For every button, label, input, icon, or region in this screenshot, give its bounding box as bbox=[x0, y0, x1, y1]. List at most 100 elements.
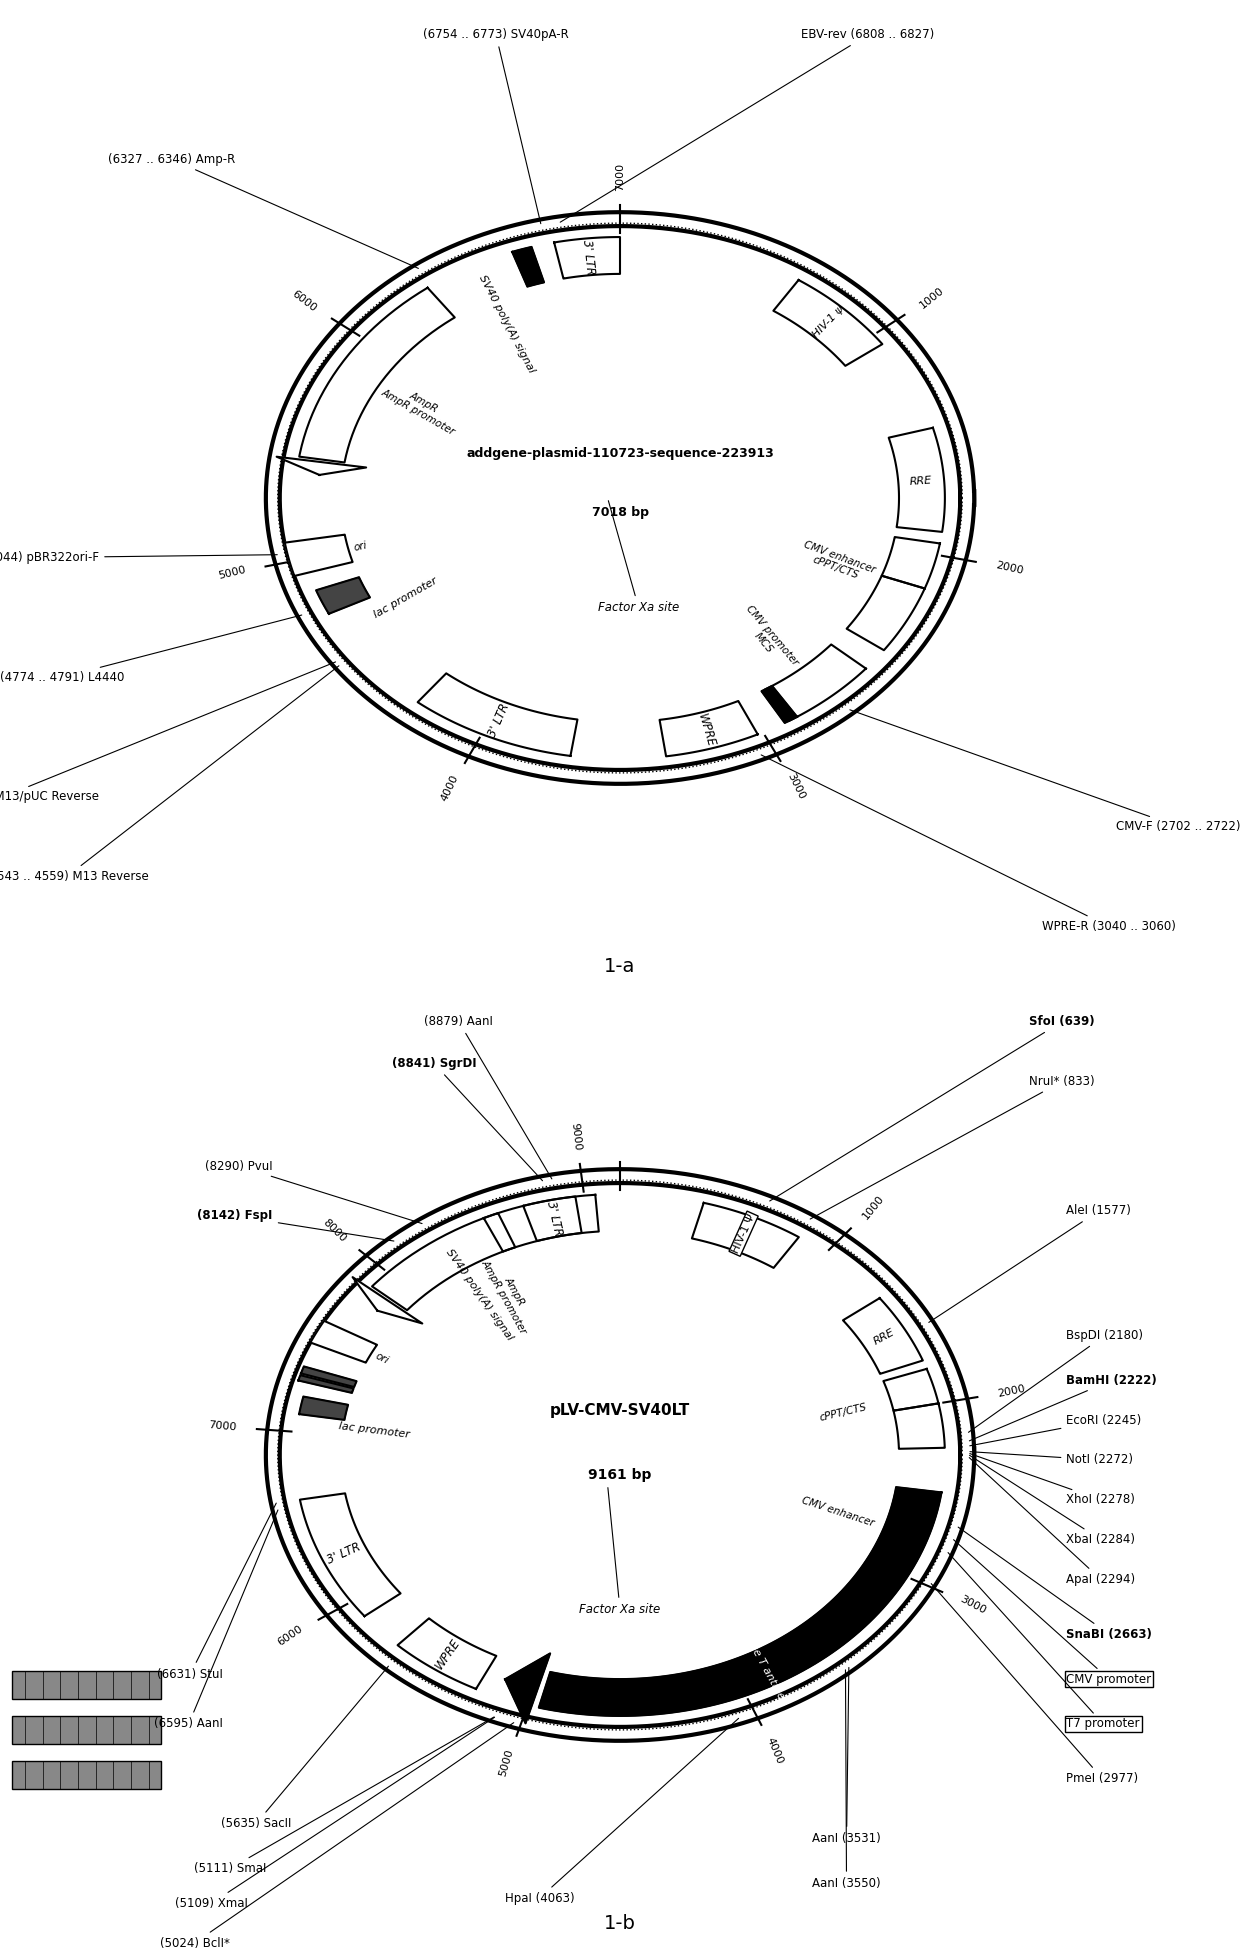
Text: 6000: 6000 bbox=[290, 289, 319, 314]
Text: CMV enhancer: CMV enhancer bbox=[801, 1496, 875, 1529]
Polygon shape bbox=[299, 287, 455, 463]
Text: lac promoter: lac promoter bbox=[372, 576, 439, 619]
Text: 2000: 2000 bbox=[997, 1385, 1027, 1398]
Text: 5000: 5000 bbox=[217, 564, 247, 582]
Text: PmeI (2977): PmeI (2977) bbox=[931, 1584, 1138, 1785]
Text: 1000: 1000 bbox=[918, 285, 946, 311]
Text: (8142) FspI: (8142) FspI bbox=[197, 1209, 394, 1240]
Polygon shape bbox=[310, 1320, 377, 1363]
Text: SV40 poly(A) signal: SV40 poly(A) signal bbox=[444, 1246, 515, 1342]
Polygon shape bbox=[843, 1299, 923, 1373]
Polygon shape bbox=[300, 1494, 401, 1617]
Text: 7000: 7000 bbox=[615, 164, 625, 191]
Text: (6754 .. 6773) SV40pA-R: (6754 .. 6773) SV40pA-R bbox=[423, 29, 569, 225]
Text: 7000: 7000 bbox=[208, 1420, 237, 1434]
Text: BspDI (2180): BspDI (2180) bbox=[968, 1328, 1143, 1432]
Text: SV40 poly(A) signal: SV40 poly(A) signal bbox=[477, 273, 537, 375]
Text: AanI (3550): AanI (3550) bbox=[812, 1670, 880, 1891]
Polygon shape bbox=[883, 1369, 939, 1410]
Text: 5000: 5000 bbox=[498, 1748, 516, 1777]
Text: 3' LTR: 3' LTR bbox=[580, 238, 596, 275]
Polygon shape bbox=[882, 537, 940, 588]
Polygon shape bbox=[894, 1404, 945, 1449]
Polygon shape bbox=[285, 535, 352, 576]
Text: RRE: RRE bbox=[910, 475, 932, 486]
Text: (4556 .. 4578) M13/pUC Reverse: (4556 .. 4578) M13/pUC Reverse bbox=[0, 662, 336, 803]
Polygon shape bbox=[12, 1672, 161, 1699]
Text: WPRE: WPRE bbox=[433, 1637, 463, 1672]
Text: CMV-F (2702 .. 2722): CMV-F (2702 .. 2722) bbox=[849, 709, 1240, 834]
Polygon shape bbox=[352, 1277, 423, 1324]
Text: (6595) AanI: (6595) AanI bbox=[154, 1510, 278, 1730]
Polygon shape bbox=[692, 1203, 799, 1267]
Polygon shape bbox=[512, 246, 544, 287]
Text: 6000: 6000 bbox=[275, 1623, 304, 1646]
Text: CMV promoter: CMV promoter bbox=[954, 1539, 1152, 1685]
Text: NruI* (833): NruI* (833) bbox=[810, 1074, 1095, 1219]
Polygon shape bbox=[554, 236, 620, 279]
Text: T7 promoter: T7 promoter bbox=[949, 1553, 1140, 1730]
Text: 1-a: 1-a bbox=[604, 957, 636, 976]
Text: CMV promoter
MCS: CMV promoter MCS bbox=[735, 603, 801, 674]
Text: (5025 .. 5044) pBR322ori-F: (5025 .. 5044) pBR322ori-F bbox=[0, 551, 278, 564]
Text: BamHI (2222): BamHI (2222) bbox=[970, 1373, 1157, 1441]
Text: HIV-1 Ψ: HIV-1 Ψ bbox=[730, 1213, 756, 1256]
Text: SfoI (639): SfoI (639) bbox=[770, 1016, 1095, 1201]
Polygon shape bbox=[299, 1375, 353, 1392]
Text: 8000: 8000 bbox=[321, 1217, 348, 1244]
Polygon shape bbox=[505, 1654, 551, 1723]
Text: 4000: 4000 bbox=[765, 1736, 785, 1766]
Text: ori: ori bbox=[374, 1351, 391, 1365]
Text: (8841) SgrDI: (8841) SgrDI bbox=[392, 1057, 543, 1182]
Polygon shape bbox=[372, 1195, 599, 1310]
Text: AleI (1577): AleI (1577) bbox=[929, 1205, 1131, 1322]
Text: 3' LTR: 3' LTR bbox=[325, 1541, 363, 1566]
Text: ApaI (2294): ApaI (2294) bbox=[970, 1457, 1136, 1586]
Polygon shape bbox=[523, 1197, 582, 1240]
Text: 9161 bp: 9161 bp bbox=[588, 1469, 652, 1482]
Polygon shape bbox=[774, 279, 883, 365]
Polygon shape bbox=[418, 674, 578, 756]
Text: (4543 .. 4559) M13 Reverse: (4543 .. 4559) M13 Reverse bbox=[0, 666, 339, 883]
Text: (5635) SacII: (5635) SacII bbox=[221, 1666, 388, 1830]
Text: cPPT/CTS: cPPT/CTS bbox=[818, 1402, 868, 1424]
Text: pLV-CMV-SV40LT: pLV-CMV-SV40LT bbox=[549, 1402, 691, 1418]
Text: RRE: RRE bbox=[872, 1328, 897, 1348]
Text: 3000: 3000 bbox=[959, 1594, 987, 1615]
Polygon shape bbox=[660, 701, 758, 756]
Text: SnaBI (2663): SnaBI (2663) bbox=[959, 1527, 1152, 1641]
Text: 4000: 4000 bbox=[439, 773, 460, 803]
Text: (6631) StuI: (6631) StuI bbox=[157, 1504, 277, 1682]
Text: WPRE-R (3040 .. 3060): WPRE-R (3040 .. 3060) bbox=[761, 756, 1176, 934]
Text: AmpR
AmpR promoter: AmpR AmpR promoter bbox=[480, 1252, 538, 1336]
Text: Factor Xa site: Factor Xa site bbox=[598, 500, 680, 613]
Text: 1-b: 1-b bbox=[604, 1914, 636, 1933]
Text: (8879) AanI: (8879) AanI bbox=[424, 1016, 552, 1180]
Text: EcoRI (2245): EcoRI (2245) bbox=[970, 1414, 1142, 1445]
Text: (5111) SmaI: (5111) SmaI bbox=[195, 1717, 494, 1875]
Text: large T antigen: large T antigen bbox=[740, 1629, 790, 1707]
Polygon shape bbox=[299, 1396, 348, 1420]
Polygon shape bbox=[316, 578, 370, 613]
Polygon shape bbox=[398, 1619, 496, 1689]
Text: 3000: 3000 bbox=[785, 771, 806, 801]
Text: 7018 bp: 7018 bp bbox=[591, 506, 649, 519]
Polygon shape bbox=[301, 1367, 357, 1387]
Polygon shape bbox=[889, 428, 945, 531]
Text: AmpR
AmpR promoter: AmpR AmpR promoter bbox=[379, 377, 461, 437]
Text: XhoI (2278): XhoI (2278) bbox=[970, 1453, 1136, 1506]
Text: (4774 .. 4791) L4440: (4774 .. 4791) L4440 bbox=[0, 615, 301, 684]
Polygon shape bbox=[847, 576, 925, 650]
Text: (5109) XmaI: (5109) XmaI bbox=[175, 1717, 495, 1910]
Text: (5024) BclI*: (5024) BclI* bbox=[160, 1723, 513, 1949]
Text: 1000: 1000 bbox=[861, 1193, 885, 1221]
Polygon shape bbox=[484, 1213, 516, 1252]
Polygon shape bbox=[277, 457, 366, 475]
Text: XbaI (2284): XbaI (2284) bbox=[970, 1455, 1136, 1547]
Text: addgene-plasmid-110723-sequence-223913: addgene-plasmid-110723-sequence-223913 bbox=[466, 447, 774, 459]
Text: (6327 .. 6346) Amp-R: (6327 .. 6346) Amp-R bbox=[108, 152, 418, 268]
Polygon shape bbox=[765, 644, 866, 721]
Text: CMV enhancer
cPPT/CTS: CMV enhancer cPPT/CTS bbox=[799, 539, 877, 586]
Polygon shape bbox=[12, 1762, 161, 1789]
Text: 3' LTR: 3' LTR bbox=[544, 1199, 564, 1236]
